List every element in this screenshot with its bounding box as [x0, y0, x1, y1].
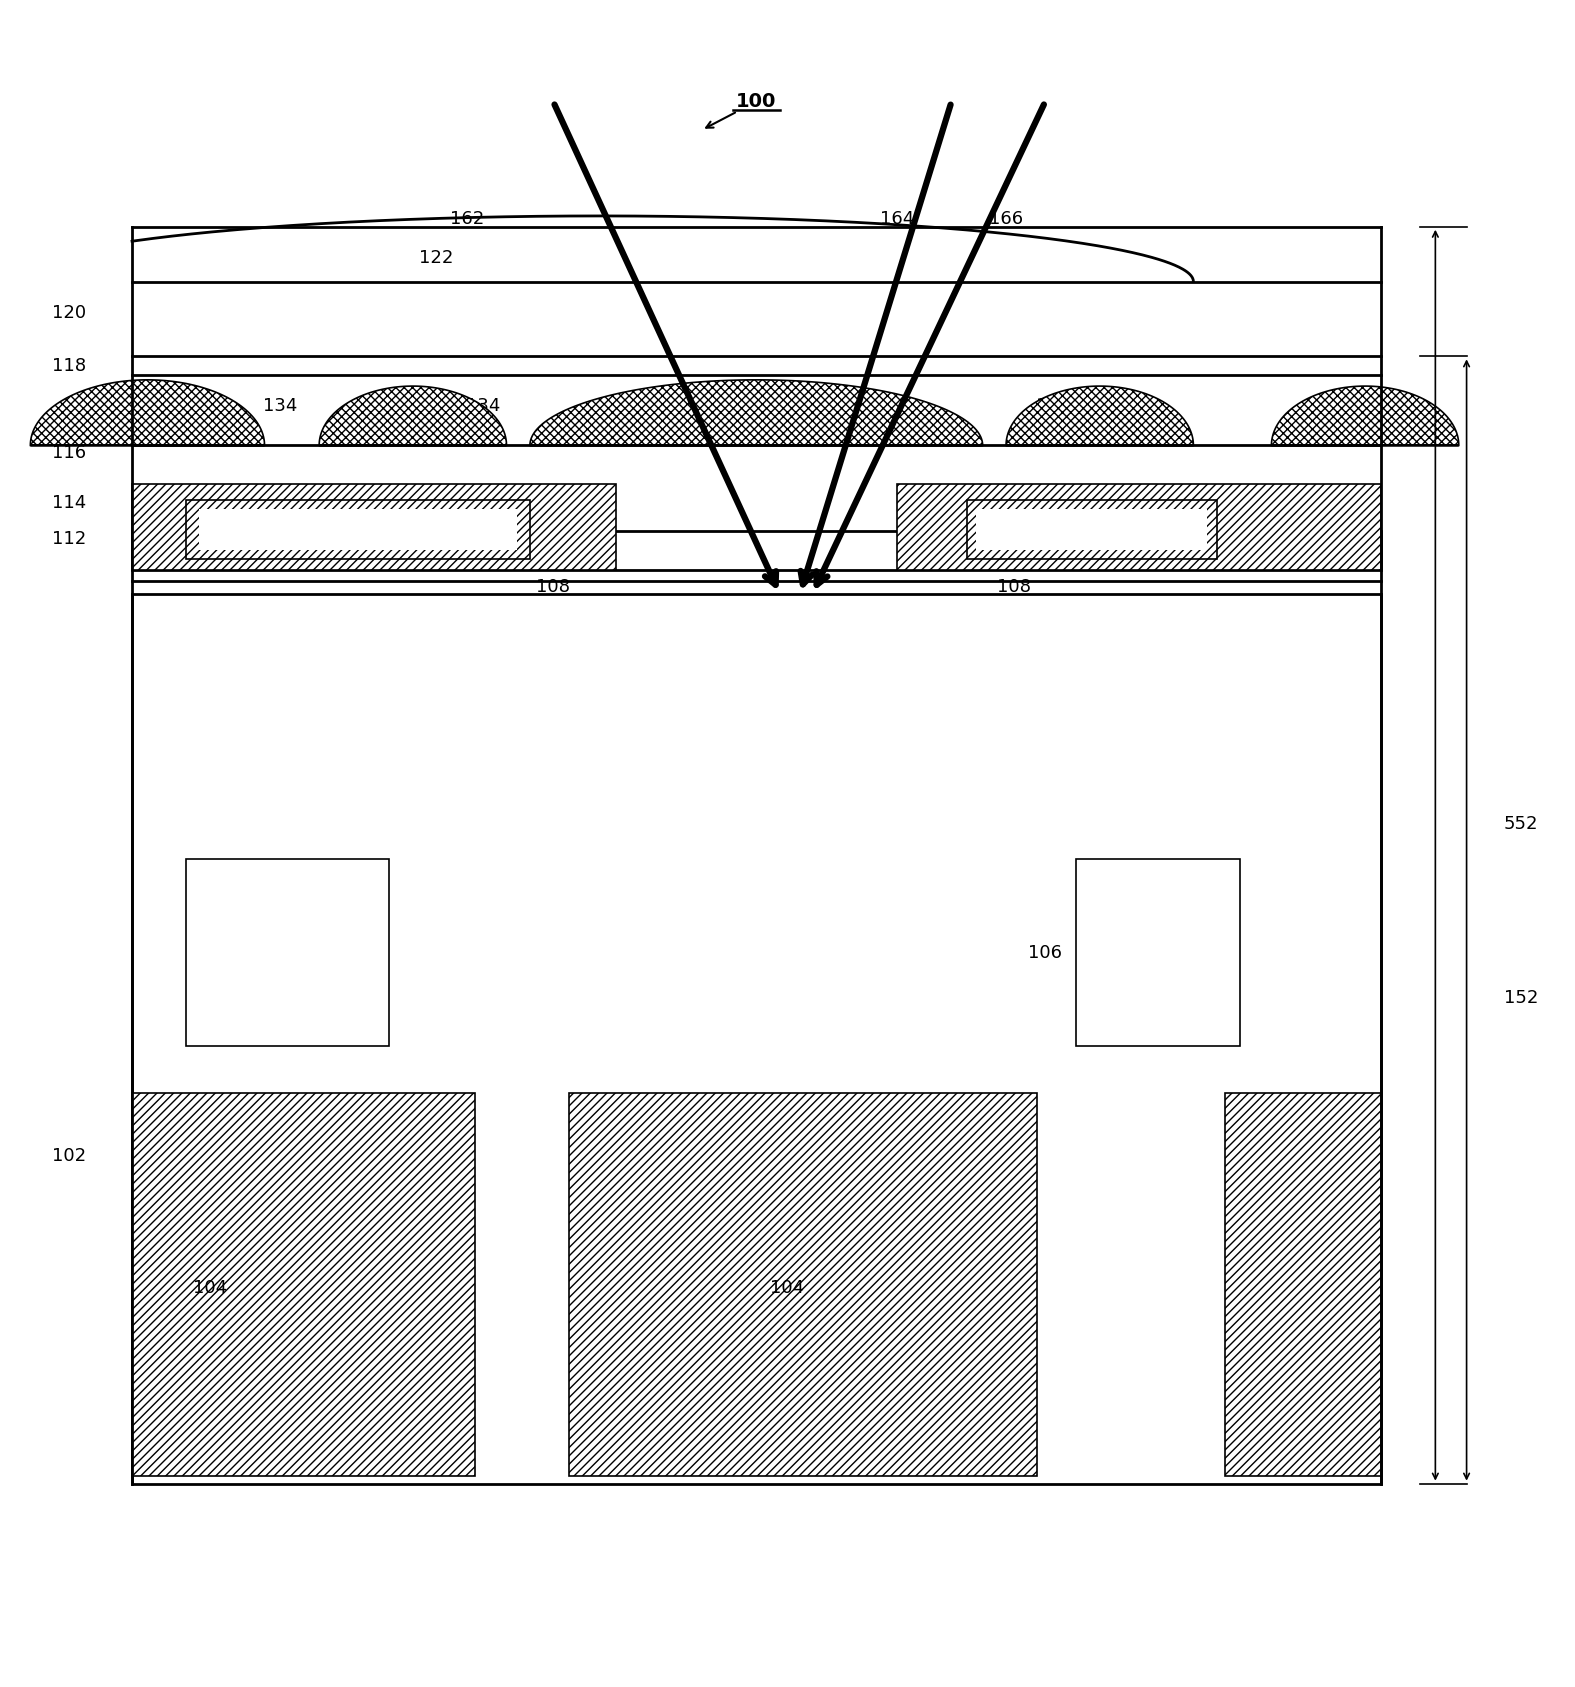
- Bar: [1225, 1093, 1381, 1476]
- Text: 104: 104: [192, 1279, 227, 1297]
- Bar: [976, 509, 1208, 550]
- Text: 110: 110: [1052, 488, 1085, 506]
- Polygon shape: [30, 380, 265, 445]
- Polygon shape: [1006, 386, 1194, 445]
- Text: 114: 114: [52, 494, 87, 513]
- Bar: [186, 859, 389, 1046]
- Text: 120: 120: [52, 304, 87, 322]
- Text: 110: 110: [334, 488, 367, 506]
- Bar: [132, 594, 1381, 1483]
- Bar: [967, 499, 1217, 560]
- Bar: [132, 531, 1381, 570]
- Bar: [198, 509, 518, 550]
- Text: 164: 164: [880, 211, 913, 228]
- Text: 552: 552: [1504, 815, 1539, 833]
- Text: 118: 118: [52, 356, 87, 375]
- Text: 134: 134: [466, 398, 501, 415]
- Bar: [132, 484, 616, 570]
- Text: 134: 134: [1036, 398, 1069, 415]
- Polygon shape: [529, 380, 983, 445]
- Text: 106: 106: [1028, 943, 1062, 962]
- Bar: [896, 484, 1381, 570]
- Text: 100: 100: [736, 93, 776, 111]
- Text: 112: 112: [52, 530, 87, 548]
- Text: 152: 152: [1504, 989, 1539, 1007]
- Text: 132: 132: [731, 395, 765, 412]
- Text: 134: 134: [263, 398, 298, 415]
- Polygon shape: [320, 386, 507, 445]
- Text: 116: 116: [52, 444, 87, 462]
- Text: 104: 104: [770, 1279, 805, 1297]
- Text: 108: 108: [997, 579, 1032, 597]
- Text: 102: 102: [52, 1147, 87, 1164]
- Bar: [1076, 859, 1240, 1046]
- Text: 166: 166: [989, 211, 1024, 228]
- Text: 106: 106: [326, 943, 359, 962]
- Bar: [132, 1093, 476, 1476]
- Polygon shape: [1271, 386, 1458, 445]
- Text: 108: 108: [537, 579, 570, 597]
- Bar: [569, 1093, 1038, 1476]
- Text: 122: 122: [419, 250, 454, 267]
- Bar: [186, 499, 529, 560]
- Text: 162: 162: [450, 211, 485, 228]
